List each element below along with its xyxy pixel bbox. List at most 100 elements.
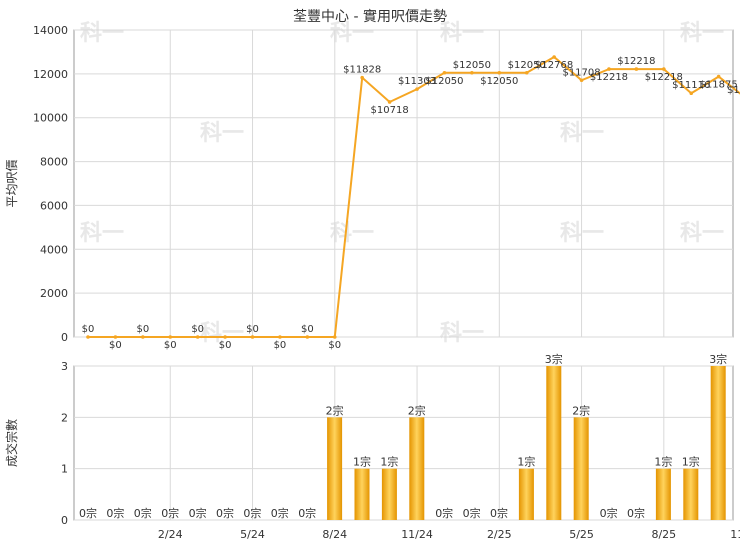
bar-data-label: 0宗 xyxy=(79,506,97,520)
bar-data-label: 0宗 xyxy=(216,506,234,520)
line-data-label: $12218 xyxy=(617,56,655,67)
line-data-label: $10718 xyxy=(371,105,409,116)
watermark-text: 科一 xyxy=(80,221,124,246)
watermark-text: 科一 xyxy=(80,21,124,46)
line-point xyxy=(195,335,200,339)
watermark-text: 科一 xyxy=(330,221,374,246)
line-point xyxy=(168,335,173,339)
bar-rect xyxy=(354,468,370,520)
line-data-label: $0 xyxy=(191,324,204,335)
watermark-text: 科一 xyxy=(680,221,724,246)
xtick-label: 11/25 xyxy=(730,528,740,541)
line-point xyxy=(86,335,90,339)
line-point xyxy=(607,67,611,71)
line-point xyxy=(278,335,282,339)
bar-data-label: 3宗 xyxy=(709,352,727,366)
line-data-label: $0 xyxy=(219,340,232,351)
bar-data-label: 0宗 xyxy=(243,506,261,520)
xtick-label: 5/24 xyxy=(240,528,265,541)
bar-data-label: 3宗 xyxy=(545,352,563,366)
line-point xyxy=(305,335,310,339)
bar-rect xyxy=(710,366,726,520)
bar-rect xyxy=(518,468,534,520)
bar-rect xyxy=(327,417,343,520)
bar-data-label: 0宗 xyxy=(298,506,316,520)
bar-data-label: 0宗 xyxy=(490,506,508,520)
line-data-label: $11708 xyxy=(562,67,600,78)
line-point xyxy=(552,55,556,59)
watermark-text: 科一 xyxy=(680,21,724,46)
line-point xyxy=(470,70,474,75)
line-point xyxy=(662,67,666,71)
bar-data-label: 2宗 xyxy=(572,403,590,417)
line-point xyxy=(360,75,365,80)
bar-rect xyxy=(546,366,562,520)
bar-data-label: 1宗 xyxy=(682,455,700,469)
line-data-label: $0 xyxy=(136,324,149,335)
line-data-label: $12218 xyxy=(590,72,628,83)
bar-ytick-label: 2 xyxy=(61,411,68,424)
bar-data-label: 2宗 xyxy=(408,403,426,417)
watermark-text: 科一 xyxy=(440,321,484,346)
bar-rect xyxy=(655,468,671,520)
bar-data-label: 0宗 xyxy=(189,506,207,520)
watermark-text: 科一 xyxy=(330,21,374,46)
line-data-label: $0 xyxy=(109,340,122,351)
bar-data-label: 0宗 xyxy=(106,506,124,520)
xtick-label: 2/25 xyxy=(487,528,512,541)
bar-data-label: 0宗 xyxy=(600,506,618,520)
line-data-label: $0 xyxy=(301,324,314,335)
line-point xyxy=(250,335,255,339)
bar-data-label: 0宗 xyxy=(134,506,152,520)
bar-data-label: 1宗 xyxy=(380,455,398,469)
bar-ylabel: 成交宗數 xyxy=(4,419,19,467)
line-point xyxy=(524,70,529,75)
watermark-text: 科一 xyxy=(440,21,484,46)
line-data-label: $12050 xyxy=(508,60,546,71)
line-point xyxy=(332,335,337,339)
line-point xyxy=(579,78,584,83)
line-ytick-label: 12000 xyxy=(33,68,68,81)
line-data-label: $12768 xyxy=(535,60,573,71)
line-data-label: $0 xyxy=(82,324,95,335)
line-point xyxy=(223,335,227,339)
line-ytick-label: 6000 xyxy=(40,199,68,212)
bar-data-label: 0宗 xyxy=(627,506,645,520)
bar-data-label: 1宗 xyxy=(517,455,535,469)
line-ytick-label: 4000 xyxy=(40,243,68,256)
bar-rect xyxy=(381,468,397,520)
xtick-label: 8/24 xyxy=(322,528,347,541)
bar-rect xyxy=(409,417,425,520)
line-point xyxy=(387,100,392,104)
line-point xyxy=(497,70,502,75)
bar-plot-frame xyxy=(73,365,734,521)
xtick-label: 11/24 xyxy=(401,528,433,541)
line-point xyxy=(716,74,721,79)
line-ytick-label: 14000 xyxy=(33,24,68,37)
bar-rect xyxy=(683,468,699,520)
line-data-label: $12050 xyxy=(453,60,491,71)
line-ytick-label: 10000 xyxy=(33,112,68,125)
line-ylabel: 平均呎價 xyxy=(5,159,19,207)
line-ytick-label: 2000 xyxy=(40,287,68,300)
line-data-label: $0 xyxy=(274,340,287,351)
bar-ytick-label: 0 xyxy=(61,514,68,527)
line-point xyxy=(415,87,419,91)
line-data-label: $0 xyxy=(246,324,259,335)
watermark-text: 科一 xyxy=(200,321,244,346)
line-point xyxy=(634,67,639,71)
xtick-label: 8/25 xyxy=(651,528,676,541)
xtick-label: 5/25 xyxy=(569,528,594,541)
line-point xyxy=(689,91,694,96)
line-data-label: $0 xyxy=(328,340,341,351)
bar-data-label: 0宗 xyxy=(161,506,179,520)
line-data-label: $11875 xyxy=(700,80,738,91)
bar-data-label: 0宗 xyxy=(271,506,289,520)
line-data-label: $0 xyxy=(164,340,177,351)
line-series-path xyxy=(88,55,740,338)
bar-rect xyxy=(573,417,589,520)
line-data-label: $11828 xyxy=(343,65,381,76)
bar-data-label: 0宗 xyxy=(463,506,481,520)
